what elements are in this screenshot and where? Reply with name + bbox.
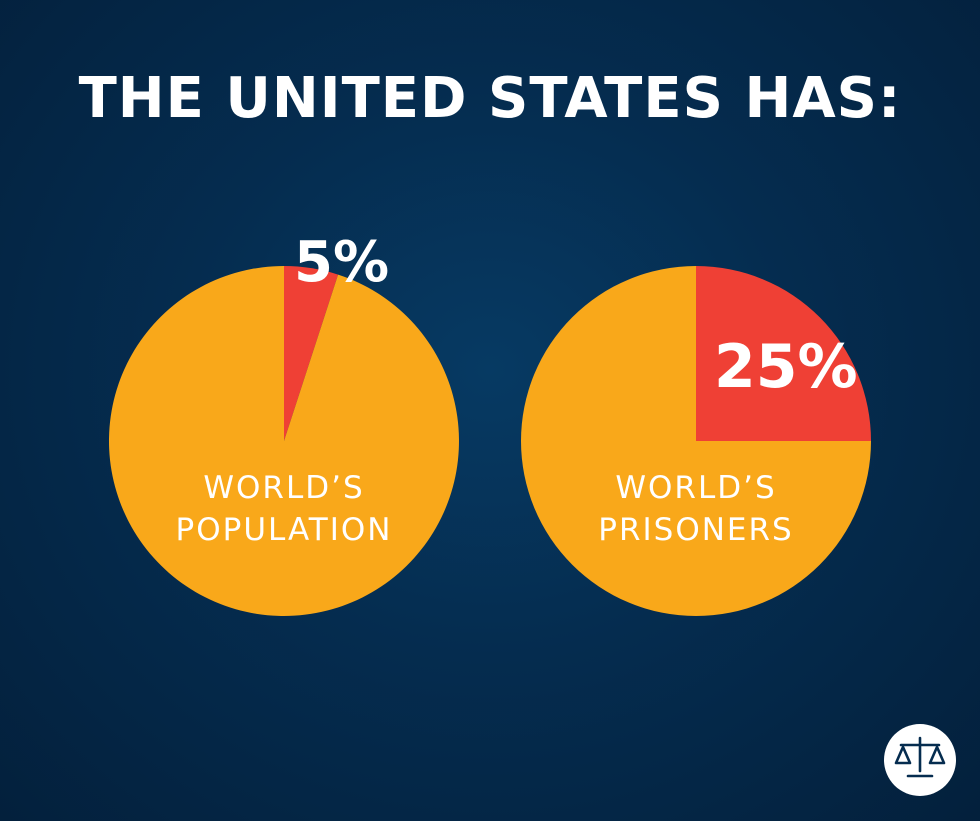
pie-caption-line-1: WORLD’S [203,470,364,506]
pie-caption-line-1: WORLD’S [615,470,776,506]
pie-chart-prisoners: 25% WORLD’S PRISONERS [521,266,871,616]
scales-of-justice-icon [884,724,956,796]
pie-slice-us-share [284,266,339,441]
pie-caption-line-2: POPULATION [176,512,393,548]
pie-caption-line-2: PRISONERS [598,512,793,548]
pie-slice-rest-of-world [108,266,459,616]
pie-slice-us-share [696,266,871,441]
pie-slice-rest-of-world [521,266,871,616]
pie-slice-percent-label: 5% [294,230,389,295]
pie-slice-percent-label: 25% [714,332,858,402]
page-title: THE UNITED STATES HAS: [78,66,902,131]
pie-chart-population: 5% WORLD’S POPULATION [108,230,459,616]
